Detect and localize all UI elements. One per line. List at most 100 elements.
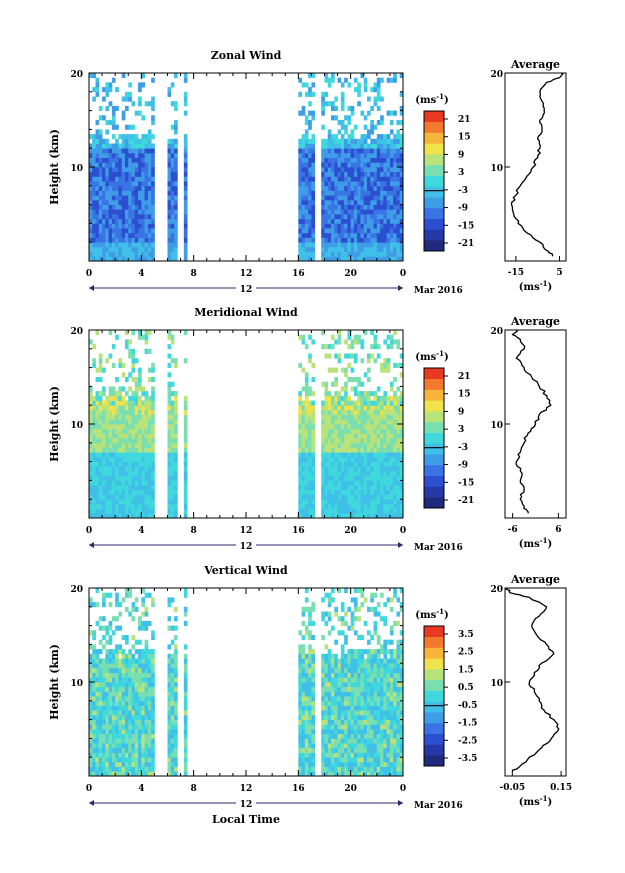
heatmap-cell	[105, 433, 110, 439]
heatmap-cell	[121, 499, 126, 505]
heatmap-cell	[340, 480, 345, 486]
heatmap-cell	[370, 606, 374, 612]
heatmap-cell	[383, 143, 388, 149]
heatmap-cell	[353, 428, 358, 434]
heatmap-cell	[399, 400, 404, 406]
heatmap-cell	[121, 237, 126, 243]
heatmap-cell	[350, 714, 355, 720]
heatmap-cell	[373, 738, 378, 744]
heatmap-cell	[95, 447, 100, 453]
heatmap-cell	[350, 162, 355, 168]
heatmap-cell	[383, 358, 388, 364]
heatmap-cell	[331, 625, 335, 631]
heatmap-cell	[376, 489, 381, 495]
heatmap-cell	[98, 649, 103, 655]
heatmap-cell	[141, 176, 145, 182]
heatmap-cell	[321, 232, 325, 238]
heatmap-cell	[147, 176, 152, 182]
heatmap-cell	[108, 714, 113, 720]
heatmap-cell	[353, 691, 358, 697]
heatmap-cell	[141, 729, 145, 735]
heatmap-cell	[327, 101, 332, 107]
heatmap-cell	[174, 256, 178, 262]
heatmap-cell	[167, 766, 172, 772]
heatmap-cell	[360, 391, 365, 397]
heatmap-cell	[373, 672, 378, 678]
heatmap-cell	[340, 719, 345, 725]
heatmap-cell	[98, 428, 103, 434]
heatmap-cell	[138, 428, 142, 434]
heatmap-cell	[121, 733, 126, 739]
heatmap-cell	[102, 597, 106, 603]
heatmap-cell	[92, 199, 96, 205]
heatmap-cell	[174, 471, 178, 477]
heatmap-cell	[102, 228, 106, 234]
heatmap-cell	[340, 606, 345, 612]
heatmap-cell	[105, 733, 110, 739]
heatmap-cell	[347, 489, 352, 495]
heatmap-cell	[141, 391, 145, 397]
heatmap-cell	[337, 761, 342, 767]
heatmap-cell	[367, 658, 371, 664]
heatmap-cell	[380, 246, 384, 252]
heatmap-cell	[324, 409, 329, 415]
heatmap-cell	[380, 120, 384, 126]
heatmap-cell	[304, 442, 309, 448]
heatmap-cell	[108, 639, 113, 645]
heatmap-cell	[373, 714, 378, 720]
heatmap-cell	[321, 251, 325, 257]
heatmap-cell	[128, 696, 132, 702]
heatmap-cell	[118, 386, 123, 392]
heatmap-cell	[360, 743, 365, 749]
heatmap-cell	[141, 686, 145, 692]
heatmap-cell	[386, 77, 391, 83]
heatmap-cell	[389, 456, 394, 462]
heatmap-cell	[147, 409, 152, 415]
heatmap-cell	[337, 447, 342, 453]
heatmap-cell	[350, 456, 355, 462]
heatmap-cell	[373, 700, 378, 706]
heatmap-cell	[304, 162, 309, 168]
heatmap-cell	[308, 475, 312, 481]
heatmap-cell	[363, 209, 368, 215]
heatmap-cell	[347, 377, 352, 383]
heatmap-cell	[183, 620, 188, 626]
heatmap-cell	[167, 761, 172, 767]
heatmap-cell	[340, 466, 345, 472]
heatmap-cell	[131, 635, 136, 641]
heatmap-cell	[128, 667, 132, 673]
heatmap-cell	[134, 171, 139, 177]
heatmap-cell	[373, 209, 378, 215]
heatmap-cell	[111, 649, 116, 655]
heatmap-cell	[138, 705, 142, 711]
heatmap-cell	[121, 597, 126, 603]
heatmap-cell	[383, 256, 388, 262]
heatmap-cell	[327, 456, 332, 462]
heatmap-cell	[311, 602, 316, 608]
heatmap-cell	[340, 134, 345, 140]
heatmap-cell	[344, 485, 348, 491]
heatmap-cell	[298, 181, 302, 187]
heatmap-cell	[399, 485, 404, 491]
heatmap-cell	[376, 344, 381, 350]
heatmap-cell	[353, 386, 358, 392]
heatmap-cell	[298, 251, 302, 257]
heatmap-cell	[389, 120, 394, 126]
heatmap-cell	[105, 700, 110, 706]
heatmap-cell	[98, 499, 103, 505]
heatmap-cell	[357, 195, 361, 201]
heatmap-cell	[324, 424, 329, 430]
heatmap-cell	[89, 653, 93, 659]
heatmap-cell	[373, 232, 378, 238]
heatmap-cell	[118, 143, 123, 149]
heatmap-cell	[141, 597, 145, 603]
heatmap-cell	[298, 110, 302, 116]
heatmap-cell	[301, 181, 306, 187]
colorbar-segment	[424, 197, 444, 209]
heatmap-cell	[399, 256, 404, 262]
heatmap-cell	[108, 428, 113, 434]
heatmap-cell	[111, 724, 116, 730]
heatmap-cell	[298, 461, 302, 467]
heatmap-cell	[170, 471, 175, 477]
heatmap-cell	[151, 209, 155, 215]
